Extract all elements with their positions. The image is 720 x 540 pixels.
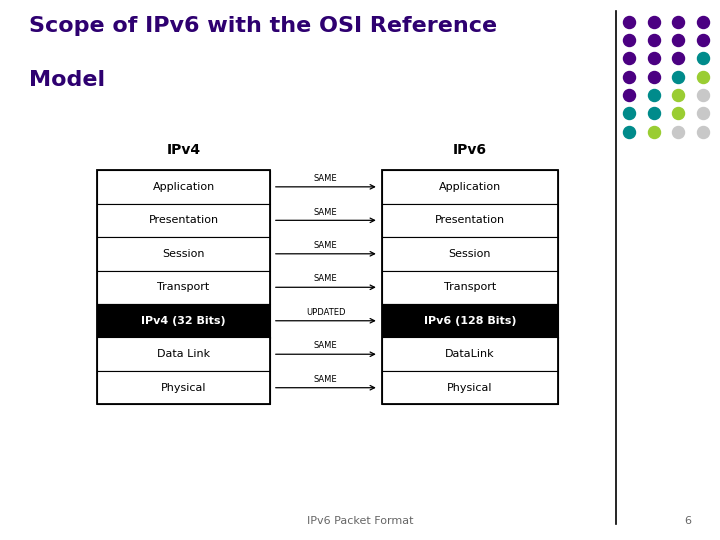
Point bbox=[672, 54, 684, 63]
Bar bbox=[382, 237, 558, 271]
Point bbox=[624, 36, 635, 44]
Point bbox=[697, 17, 708, 26]
Text: Physical: Physical bbox=[161, 383, 207, 393]
Bar bbox=[97, 304, 270, 338]
Text: Transport: Transport bbox=[158, 282, 210, 292]
Bar bbox=[97, 371, 270, 404]
Point bbox=[648, 91, 660, 99]
Text: Physical: Physical bbox=[447, 383, 492, 393]
Text: SAME: SAME bbox=[314, 274, 338, 284]
Point bbox=[624, 17, 635, 26]
Bar bbox=[382, 204, 558, 237]
Point bbox=[697, 36, 708, 44]
Text: Transport: Transport bbox=[444, 282, 496, 292]
Text: SAME: SAME bbox=[314, 375, 338, 384]
Text: Session: Session bbox=[449, 249, 491, 259]
Text: IPv6 Packet Format: IPv6 Packet Format bbox=[307, 516, 413, 526]
Bar bbox=[97, 170, 270, 404]
Point bbox=[624, 109, 635, 118]
Point bbox=[672, 91, 684, 99]
Point bbox=[648, 72, 660, 81]
Text: SAME: SAME bbox=[314, 241, 338, 250]
Text: UPDATED: UPDATED bbox=[306, 308, 346, 317]
Text: Application: Application bbox=[153, 182, 215, 192]
Point bbox=[697, 127, 708, 136]
Bar bbox=[97, 170, 270, 204]
Point bbox=[624, 91, 635, 99]
Point bbox=[697, 54, 708, 63]
Text: SAME: SAME bbox=[314, 341, 338, 350]
Text: Scope of IPv6 with the OSI Reference: Scope of IPv6 with the OSI Reference bbox=[29, 16, 497, 36]
Bar bbox=[382, 170, 558, 204]
Text: Data Link: Data Link bbox=[157, 349, 210, 359]
Text: SAME: SAME bbox=[314, 174, 338, 183]
Point bbox=[624, 72, 635, 81]
Point bbox=[697, 91, 708, 99]
Text: DataLink: DataLink bbox=[445, 349, 495, 359]
Point bbox=[648, 109, 660, 118]
Point bbox=[648, 54, 660, 63]
Point bbox=[648, 127, 660, 136]
Text: SAME: SAME bbox=[314, 207, 338, 217]
Point bbox=[672, 17, 684, 26]
Text: Session: Session bbox=[162, 249, 205, 259]
Bar bbox=[382, 371, 558, 404]
Text: 6: 6 bbox=[684, 516, 691, 526]
Bar bbox=[382, 338, 558, 371]
Bar bbox=[382, 304, 558, 338]
Bar bbox=[97, 204, 270, 237]
Text: IPv4 (32 Bits): IPv4 (32 Bits) bbox=[141, 316, 226, 326]
Point bbox=[672, 127, 684, 136]
Point bbox=[624, 127, 635, 136]
Point bbox=[648, 17, 660, 26]
Text: IPv6 (128 Bits): IPv6 (128 Bits) bbox=[423, 316, 516, 326]
Text: IPv6: IPv6 bbox=[453, 143, 487, 157]
Point bbox=[672, 72, 684, 81]
Bar bbox=[382, 170, 558, 404]
Point bbox=[672, 109, 684, 118]
Text: Presentation: Presentation bbox=[435, 215, 505, 225]
Text: Application: Application bbox=[438, 182, 501, 192]
Bar bbox=[97, 271, 270, 304]
Text: Presentation: Presentation bbox=[148, 215, 219, 225]
Bar bbox=[97, 237, 270, 271]
Point bbox=[697, 109, 708, 118]
Bar bbox=[382, 271, 558, 304]
Point bbox=[672, 36, 684, 44]
Point bbox=[697, 72, 708, 81]
Point bbox=[648, 36, 660, 44]
Text: Model: Model bbox=[29, 70, 105, 90]
Point bbox=[624, 54, 635, 63]
Text: IPv4: IPv4 bbox=[166, 143, 201, 157]
Bar bbox=[97, 338, 270, 371]
